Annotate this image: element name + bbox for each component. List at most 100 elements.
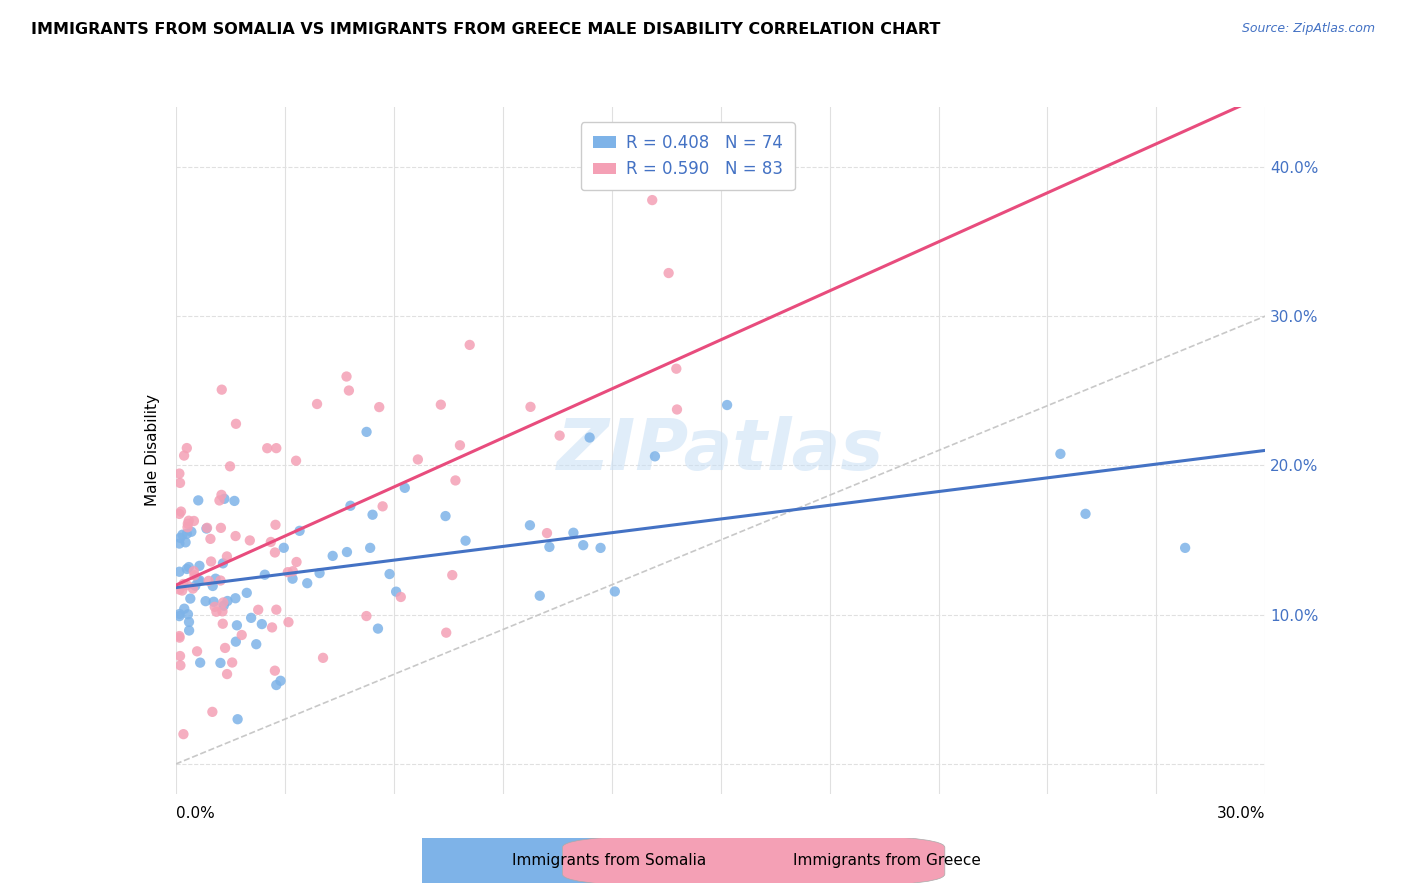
Point bbox=[184, 579, 207, 593]
Point bbox=[186, 644, 208, 658]
Point bbox=[1049, 447, 1071, 461]
Point bbox=[226, 712, 249, 726]
Point bbox=[169, 475, 191, 490]
Point bbox=[572, 538, 595, 552]
Y-axis label: Male Disability: Male Disability bbox=[145, 394, 160, 507]
Point bbox=[179, 591, 201, 606]
Point bbox=[441, 568, 464, 582]
Point bbox=[211, 616, 233, 631]
Point bbox=[665, 361, 688, 376]
Point bbox=[188, 574, 211, 588]
Point bbox=[603, 584, 626, 599]
Point bbox=[194, 594, 217, 608]
Point bbox=[202, 595, 225, 609]
Point bbox=[716, 398, 738, 412]
Point bbox=[444, 474, 467, 488]
Point bbox=[266, 603, 288, 617]
Point bbox=[273, 541, 295, 555]
Point bbox=[270, 673, 292, 688]
Point bbox=[263, 664, 285, 678]
Point bbox=[211, 604, 233, 618]
Point bbox=[204, 572, 226, 586]
Point bbox=[277, 565, 299, 579]
Point bbox=[240, 611, 263, 625]
FancyBboxPatch shape bbox=[281, 834, 664, 888]
Point bbox=[176, 520, 198, 534]
Point bbox=[224, 494, 246, 508]
Point bbox=[176, 578, 198, 592]
Point bbox=[519, 400, 541, 414]
Point bbox=[224, 591, 246, 606]
Point bbox=[169, 658, 191, 673]
Point bbox=[170, 505, 193, 519]
Point bbox=[187, 493, 209, 508]
Point bbox=[217, 594, 239, 608]
Point bbox=[214, 491, 236, 506]
Point bbox=[209, 521, 232, 535]
Point bbox=[394, 481, 416, 495]
Point bbox=[644, 450, 666, 464]
Point bbox=[529, 589, 551, 603]
Point bbox=[260, 620, 283, 634]
Point bbox=[212, 599, 235, 613]
Point bbox=[1174, 541, 1197, 555]
Point bbox=[454, 533, 477, 548]
Point bbox=[253, 567, 276, 582]
Point bbox=[215, 549, 238, 564]
Point bbox=[172, 527, 194, 541]
Point bbox=[208, 493, 231, 508]
Point bbox=[266, 441, 288, 455]
Point bbox=[665, 402, 688, 417]
Point bbox=[641, 193, 664, 207]
Point bbox=[180, 524, 202, 539]
Point bbox=[188, 656, 211, 670]
Point bbox=[225, 618, 247, 632]
Text: ZIPatlas: ZIPatlas bbox=[557, 416, 884, 485]
Point bbox=[281, 564, 304, 578]
Point bbox=[335, 369, 357, 384]
Point bbox=[169, 531, 191, 545]
Point bbox=[195, 521, 218, 535]
Point bbox=[205, 605, 228, 619]
Point bbox=[200, 532, 222, 546]
Point bbox=[212, 595, 235, 609]
Point bbox=[201, 579, 224, 593]
Point bbox=[538, 540, 561, 554]
Point bbox=[264, 545, 287, 559]
Point bbox=[169, 507, 191, 521]
Point bbox=[183, 564, 205, 578]
Point bbox=[209, 656, 232, 670]
Point bbox=[169, 565, 191, 579]
Point bbox=[219, 459, 242, 474]
Point bbox=[239, 533, 262, 548]
Legend: R = 0.408   N = 74, R = 0.590   N = 83: R = 0.408 N = 74, R = 0.590 N = 83 bbox=[581, 122, 794, 190]
Point bbox=[548, 428, 571, 442]
Point bbox=[250, 617, 273, 632]
Point bbox=[172, 577, 194, 591]
Point bbox=[215, 667, 238, 681]
Point bbox=[181, 582, 204, 596]
Point bbox=[187, 574, 209, 588]
Point bbox=[225, 634, 247, 648]
Point bbox=[359, 541, 381, 555]
Point bbox=[536, 526, 558, 541]
Point bbox=[221, 656, 243, 670]
Point bbox=[458, 338, 481, 352]
Point bbox=[169, 467, 191, 481]
Point bbox=[578, 430, 600, 444]
Point bbox=[177, 516, 200, 531]
Point bbox=[183, 514, 205, 528]
Point bbox=[177, 560, 200, 574]
Point bbox=[169, 582, 191, 597]
Point bbox=[214, 640, 236, 655]
Point bbox=[231, 628, 253, 642]
Point bbox=[356, 425, 378, 439]
Point bbox=[201, 705, 224, 719]
Point bbox=[339, 499, 361, 513]
Point bbox=[389, 590, 412, 604]
Point bbox=[434, 625, 457, 640]
Point bbox=[177, 615, 200, 629]
Text: Source: ZipAtlas.com: Source: ZipAtlas.com bbox=[1241, 22, 1375, 36]
Point bbox=[236, 586, 259, 600]
Point bbox=[177, 514, 200, 528]
